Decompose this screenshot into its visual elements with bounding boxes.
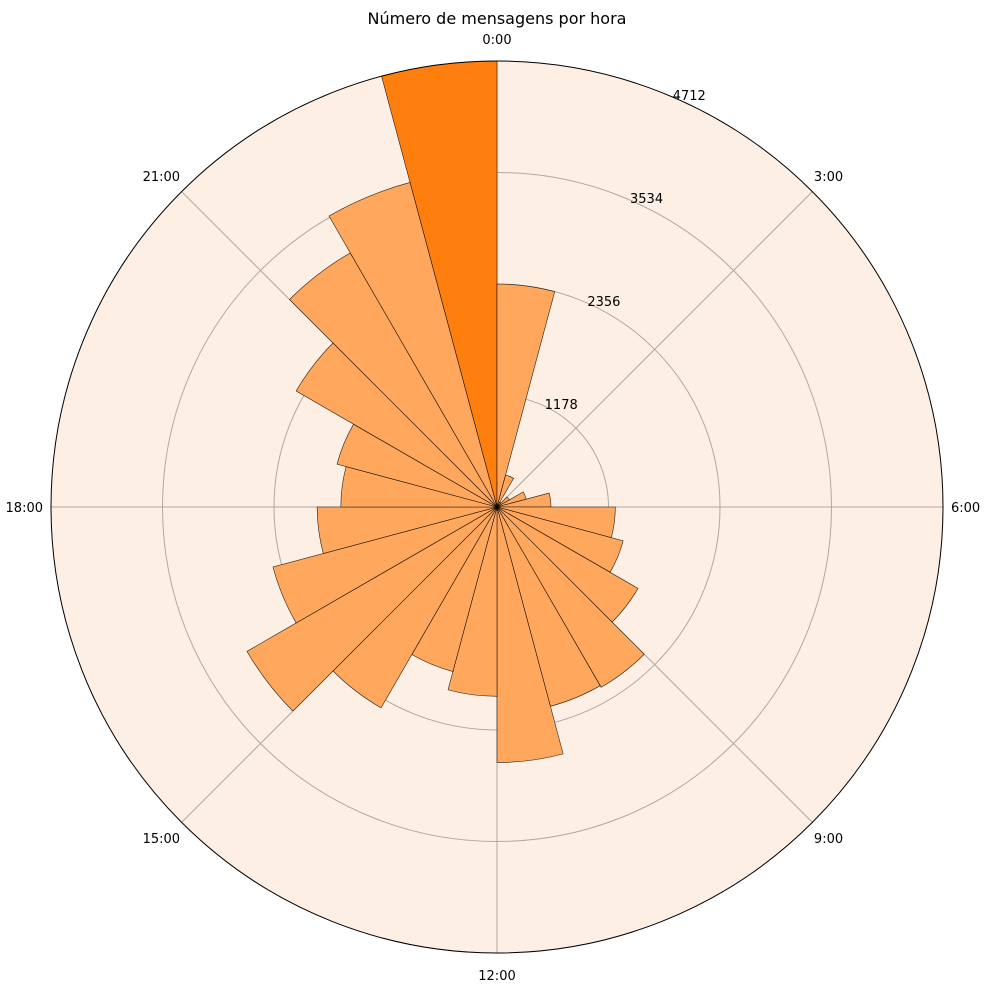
label-layer: 1178 2356 3534 4712 0:00 3:00 6:00 9:00 12:00 15:… xyxy=(6,33,981,984)
angle-tick-label: 3:00 xyxy=(814,170,843,185)
bar xyxy=(496,283,556,508)
bar xyxy=(316,506,498,554)
radial-tick-label: 1178 xyxy=(545,398,578,413)
chart-title: Número de mensagens por hora xyxy=(368,9,627,28)
angular-gridline xyxy=(496,191,813,508)
bar xyxy=(328,182,498,508)
plot-outline xyxy=(50,60,944,954)
angle-tick-label: 21:00 xyxy=(143,170,180,185)
bar xyxy=(272,506,498,624)
bar-layer xyxy=(246,60,645,763)
angle-tick-label: 6:00 xyxy=(951,501,980,516)
bar xyxy=(496,474,514,508)
angle-tick-label: 12:00 xyxy=(478,969,515,984)
bar xyxy=(447,506,498,697)
radial-tick-label: 4712 xyxy=(673,89,706,104)
bar xyxy=(246,506,498,712)
radial-tick-label: 3534 xyxy=(630,192,663,207)
angle-tick-label: 0:00 xyxy=(482,33,511,48)
angle-tick-label: 9:00 xyxy=(814,832,843,847)
angle-tick-label: 15:00 xyxy=(143,832,180,847)
angle-tick-label: 18:00 xyxy=(6,501,43,516)
bar xyxy=(496,506,564,763)
bar xyxy=(496,506,645,688)
radial-tick-label: 2356 xyxy=(587,295,620,310)
